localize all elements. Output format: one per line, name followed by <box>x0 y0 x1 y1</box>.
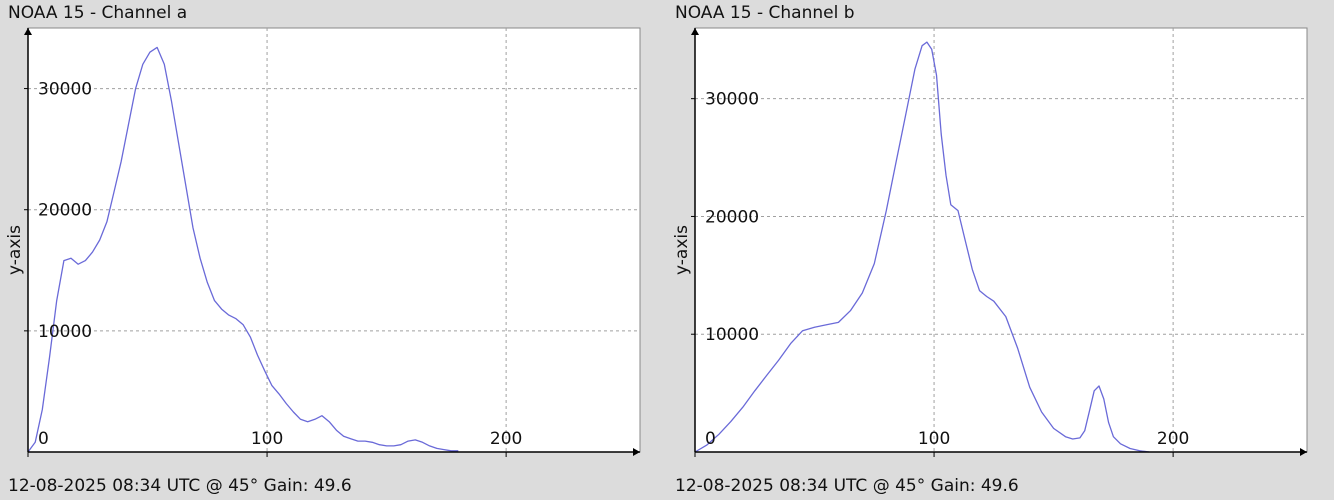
x-tick-label: 100 <box>918 429 950 449</box>
y-tick-label: 30000 <box>705 90 759 110</box>
x-tick-label: 200 <box>1157 429 1189 449</box>
x-axis-arrow <box>1300 448 1307 456</box>
chart-footer: 12-08-2025 08:34 UTC @ 45° Gain: 49.6 <box>675 476 1019 496</box>
y-tick-label: 20000 <box>705 207 759 227</box>
line-chart-channel-a: 0 100 200 10000 20000 30000 y-axis <box>5 27 641 457</box>
y-tick-label: 10000 <box>705 325 759 345</box>
chart-footer: 12-08-2025 08:34 UTC @ 45° Gain: 49.6 <box>8 476 352 496</box>
plot-area <box>27 27 641 453</box>
x-axis-arrow <box>633 448 640 456</box>
y-axis-label: y-axis <box>5 225 25 275</box>
chart-title: NOAA 15 - Channel a <box>8 3 188 23</box>
y-tick-label: 20000 <box>38 201 92 221</box>
x-tick-label: 0 <box>705 429 716 449</box>
x-tick-label: 100 <box>251 429 283 449</box>
y-tick-label: 10000 <box>38 322 92 342</box>
y-axis-arrow <box>691 28 699 35</box>
y-axis-arrow <box>24 28 32 35</box>
plot-area <box>694 27 1308 453</box>
chart-panel-channel-b: NOAA 15 - Channel b 0 100 200 10000 20000 300… <box>667 0 1334 500</box>
chart-title: NOAA 15 - Channel b <box>675 3 855 23</box>
data-series-line <box>694 41 1150 453</box>
y-tick-label: 30000 <box>38 80 92 100</box>
chart-panel-channel-a: NOAA 15 - Channel a 0 100 200 10000 20000 300… <box>5 3 641 496</box>
x-tick-label: 0 <box>38 429 49 449</box>
line-chart-channel-b: 0 100 200 10000 20000 30000 y-axis <box>672 27 1308 457</box>
data-series-line <box>27 46 459 453</box>
y-axis-label: y-axis <box>672 225 692 275</box>
x-tick-label: 200 <box>490 429 522 449</box>
